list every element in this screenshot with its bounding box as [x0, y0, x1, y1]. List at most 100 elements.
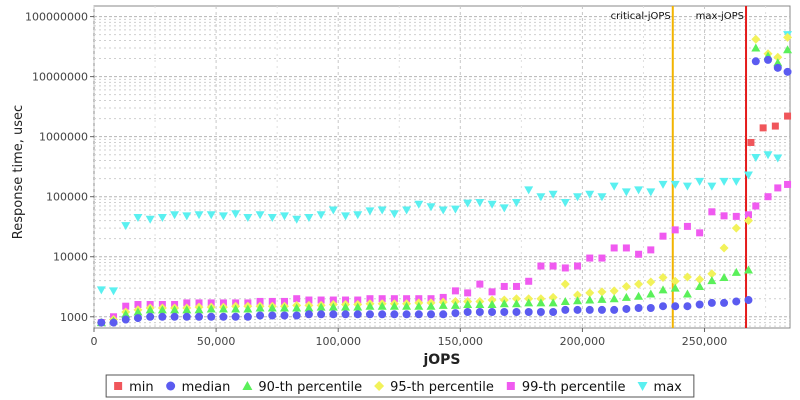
data-point	[511, 299, 521, 308]
data-point	[751, 43, 761, 52]
x-axis-title: jOPS	[422, 352, 460, 368]
data-point	[328, 302, 338, 311]
data-point	[548, 292, 558, 302]
data-point	[670, 276, 680, 286]
data-point	[499, 299, 509, 308]
data-point	[719, 243, 729, 253]
data-point	[292, 303, 302, 312]
data-point	[720, 298, 729, 307]
data-point	[597, 287, 607, 297]
data-point	[427, 310, 436, 319]
data-point	[549, 308, 558, 317]
data-point	[488, 288, 496, 296]
data-point	[414, 310, 423, 319]
data-point	[500, 308, 509, 317]
data-point	[267, 214, 277, 223]
x-tick-label: 100,000	[315, 335, 361, 348]
data-point	[773, 63, 782, 72]
legend-symbol	[374, 381, 385, 391]
legend-label: 90-th percentile	[258, 380, 362, 395]
data-point	[378, 295, 386, 303]
series-median	[97, 55, 792, 327]
data-point	[231, 312, 240, 321]
legend-symbol	[114, 382, 123, 390]
data-point	[218, 212, 228, 221]
legend-item-90-th-percentile: 90-th percentile	[242, 380, 362, 395]
data-point	[659, 302, 668, 311]
data-point	[390, 310, 399, 319]
data-point	[744, 211, 752, 219]
data-point	[206, 211, 216, 220]
data-point	[707, 182, 717, 191]
data-point	[109, 287, 119, 296]
data-point	[341, 310, 350, 319]
data-point	[451, 309, 460, 318]
legend-label: 95-th percentile	[390, 380, 494, 395]
data-point	[609, 286, 619, 296]
series-min	[747, 112, 792, 146]
data-point	[365, 301, 375, 310]
data-point	[671, 226, 679, 234]
data-point	[438, 206, 448, 215]
data-point	[695, 281, 705, 290]
data-point	[610, 244, 618, 252]
data-point	[560, 279, 570, 289]
y-tick-label: 10000000	[32, 71, 88, 84]
data-point	[658, 285, 668, 294]
data-point	[573, 290, 583, 300]
data-point	[402, 310, 411, 319]
legend-item-min: min	[114, 380, 154, 395]
data-point	[450, 300, 460, 309]
data-point	[475, 199, 485, 208]
data-point	[475, 300, 485, 309]
data-point	[487, 300, 497, 309]
data-point	[97, 318, 106, 327]
data-point	[329, 310, 338, 319]
data-point	[121, 309, 131, 318]
data-point	[524, 308, 533, 317]
legend-item-95-th-percentile: 95-th percentile	[374, 380, 494, 395]
data-point	[305, 296, 313, 304]
data-point	[646, 277, 656, 287]
y-tick-label: 10000	[53, 251, 88, 264]
data-point	[598, 254, 606, 262]
data-point	[133, 214, 143, 223]
data-point	[585, 288, 595, 298]
x-tick-label: 150,000	[438, 335, 484, 348]
data-point	[439, 293, 447, 301]
data-point	[773, 52, 783, 62]
data-point	[573, 296, 583, 305]
data-point	[536, 298, 546, 307]
data-point	[759, 124, 767, 132]
data-point	[512, 282, 520, 290]
data-point	[463, 199, 473, 208]
threshold-markers: critical-jOPS max-jOPS	[611, 6, 748, 328]
data-point	[403, 295, 411, 303]
data-point	[390, 295, 398, 303]
data-point	[573, 305, 582, 314]
data-point	[536, 193, 546, 202]
data-point	[561, 305, 570, 314]
data-point	[784, 180, 792, 188]
data-point	[194, 305, 204, 314]
marker-label-max-jOPS: max-jOPS	[696, 11, 744, 22]
data-point	[280, 311, 289, 320]
data-point	[537, 262, 545, 270]
legend-symbol	[506, 382, 515, 390]
data-point	[463, 300, 473, 309]
data-point	[389, 210, 399, 219]
data-point	[621, 281, 631, 291]
data-point	[145, 305, 155, 314]
data-point	[683, 302, 692, 311]
data-point	[574, 262, 582, 270]
data-point	[206, 304, 216, 313]
data-point	[389, 301, 399, 310]
data-point	[341, 212, 351, 221]
data-point	[695, 300, 704, 309]
data-point	[548, 298, 558, 307]
data-point	[573, 193, 583, 202]
data-point	[451, 287, 459, 295]
data-point	[658, 273, 668, 283]
data-point	[316, 302, 326, 311]
